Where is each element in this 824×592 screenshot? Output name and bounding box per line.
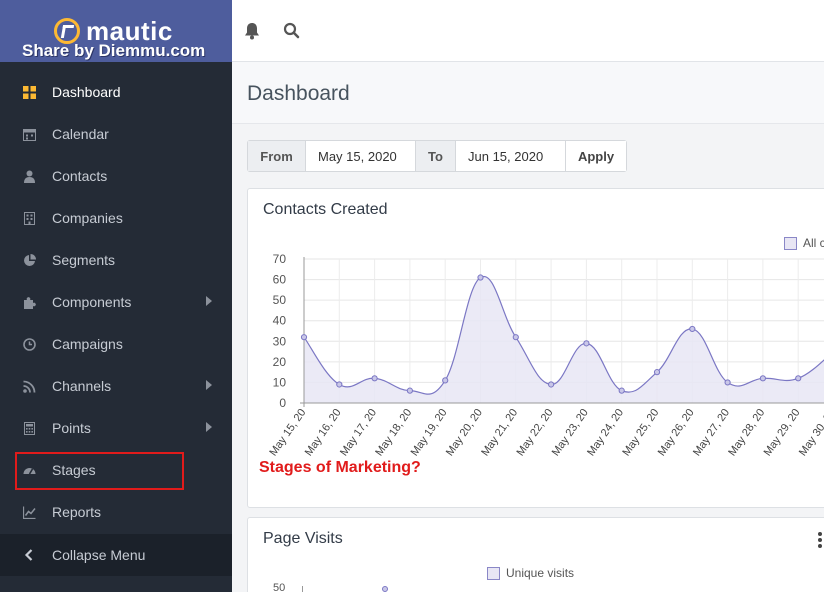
- sidebar-item-label: Points: [52, 420, 91, 436]
- y-tick-label: 50: [273, 293, 287, 307]
- to-date-input[interactable]: Jun 15, 2020: [456, 141, 566, 171]
- sidebar-item-contacts[interactable]: Contacts: [0, 155, 232, 197]
- caret-right-icon: [206, 380, 212, 390]
- page-title: Dashboard: [247, 82, 350, 105]
- calendar-icon: [22, 127, 36, 141]
- y-tick-label: 20: [273, 355, 287, 369]
- page-visits-panel: Page Visits Unique visits 50: [247, 517, 824, 592]
- page-header: Dashboard: [232, 62, 824, 124]
- from-label: From: [248, 141, 306, 171]
- brand-header[interactable]: mautic Share by Diemmu.com: [0, 0, 232, 62]
- top-bar: [232, 0, 824, 62]
- legend-swatch: [487, 566, 500, 580]
- legend-label: Unique visits: [506, 566, 575, 580]
- y-tick-label: 60: [273, 273, 287, 287]
- sidebar-item-label: Reports: [52, 504, 102, 520]
- series-line: [303, 275, 824, 395]
- line-chart-icon: [22, 505, 36, 519]
- calculator-icon: [22, 421, 36, 435]
- sidebar-item-segments[interactable]: Segments: [0, 239, 232, 281]
- sidebar-item-label: Campaigns: [52, 336, 123, 352]
- sidebar-item-points[interactable]: Points: [0, 407, 232, 449]
- y-tick-label: 0: [279, 396, 286, 410]
- sidebar-item-channels[interactable]: Channels: [0, 365, 232, 407]
- y-tick-label: 70: [273, 252, 287, 266]
- chart-legend[interactable]: All c: [784, 236, 824, 250]
- apply-button[interactable]: Apply: [566, 141, 626, 171]
- dashboard-icon: [22, 85, 36, 99]
- y-tick-label: 40: [273, 314, 287, 328]
- legend-label: All c: [803, 236, 824, 250]
- data-point: [653, 369, 661, 376]
- sidebar-item-stages[interactable]: Stages: [0, 449, 232, 491]
- sidebar-item-calendar[interactable]: Calendar: [0, 113, 232, 155]
- sidebar-item-label: Segments: [52, 252, 116, 268]
- data-point: [583, 340, 590, 347]
- date-range-form: From May 15, 2020 To Jun 15, 2020 Apply: [247, 140, 627, 172]
- sidebar-item-dashboard[interactable]: Dashboard: [0, 71, 232, 113]
- panel-title: Page Visits: [263, 530, 343, 547]
- data-point: [371, 375, 378, 382]
- sidebar-item-label: Stages: [52, 462, 96, 478]
- series-area: [304, 276, 824, 403]
- chart-legend[interactable]: Unique visits: [487, 566, 574, 580]
- y-axis-tick: 50: [273, 582, 286, 592]
- puzzle-icon: [22, 295, 36, 309]
- data-point: [442, 377, 449, 384]
- to-label: To: [416, 141, 456, 171]
- sidebar-item-label: Components: [52, 294, 132, 310]
- y-axis-line: [302, 586, 303, 592]
- data-point: [548, 381, 555, 388]
- sidebar-item-label: Companies: [52, 210, 123, 226]
- data-point: [477, 274, 484, 281]
- data-point: [406, 387, 413, 394]
- sidebar-nav: Dashboard Calendar Contacts Companies Se…: [0, 71, 232, 533]
- data-point: [512, 334, 519, 341]
- data-point: [618, 387, 625, 394]
- panel-options-icon[interactable]: [818, 532, 822, 548]
- gauge-icon: [22, 463, 36, 477]
- caret-right-icon: [206, 422, 212, 432]
- data-point: [300, 334, 308, 341]
- collapse-menu-button[interactable]: Collapse Menu: [0, 534, 232, 576]
- rss-icon: [22, 379, 36, 393]
- pie-chart-icon: [22, 253, 36, 267]
- clock-icon: [22, 337, 36, 351]
- panel-title: Contacts Created: [263, 201, 388, 218]
- legend-swatch: [784, 236, 797, 250]
- sidebar-item-campaigns[interactable]: Campaigns: [0, 323, 232, 365]
- sidebar-item-reports[interactable]: Reports: [0, 491, 232, 533]
- sidebar-item-label: Contacts: [52, 168, 108, 184]
- data-point: [382, 586, 388, 592]
- mautic-logo-icon: [54, 18, 80, 44]
- sidebar-item-components[interactable]: Components: [0, 281, 232, 323]
- data-point: [689, 325, 696, 333]
- sidebar-item-label: Calendar: [52, 126, 109, 142]
- data-point: [759, 375, 767, 382]
- data-point: [795, 375, 802, 382]
- search-icon[interactable]: [283, 22, 301, 40]
- sidebar: mautic Share by Diemmu.com Dashboard Cal…: [0, 0, 232, 592]
- data-point: [724, 379, 731, 386]
- y-tick-label: 30: [273, 334, 287, 348]
- building-icon: [22, 211, 36, 225]
- caret-right-icon: [206, 296, 212, 306]
- user-icon: [22, 169, 36, 183]
- y-tick-label: 10: [273, 375, 287, 389]
- data-point: [336, 381, 343, 388]
- chevron-left-icon: [22, 548, 36, 562]
- brand-name: mautic: [86, 16, 173, 46]
- from-date-input[interactable]: May 15, 2020: [306, 141, 416, 171]
- sidebar-item-label: Dashboard: [52, 84, 121, 100]
- collapse-menu-label: Collapse Menu: [52, 547, 146, 563]
- sidebar-item-companies[interactable]: Companies: [0, 197, 232, 239]
- annotation-text: Stages of Marketing?: [259, 459, 421, 476]
- bell-icon[interactable]: [244, 22, 262, 40]
- sidebar-item-label: Channels: [52, 378, 112, 394]
- watermark-text: Share by Diemmu.com: [22, 41, 206, 60]
